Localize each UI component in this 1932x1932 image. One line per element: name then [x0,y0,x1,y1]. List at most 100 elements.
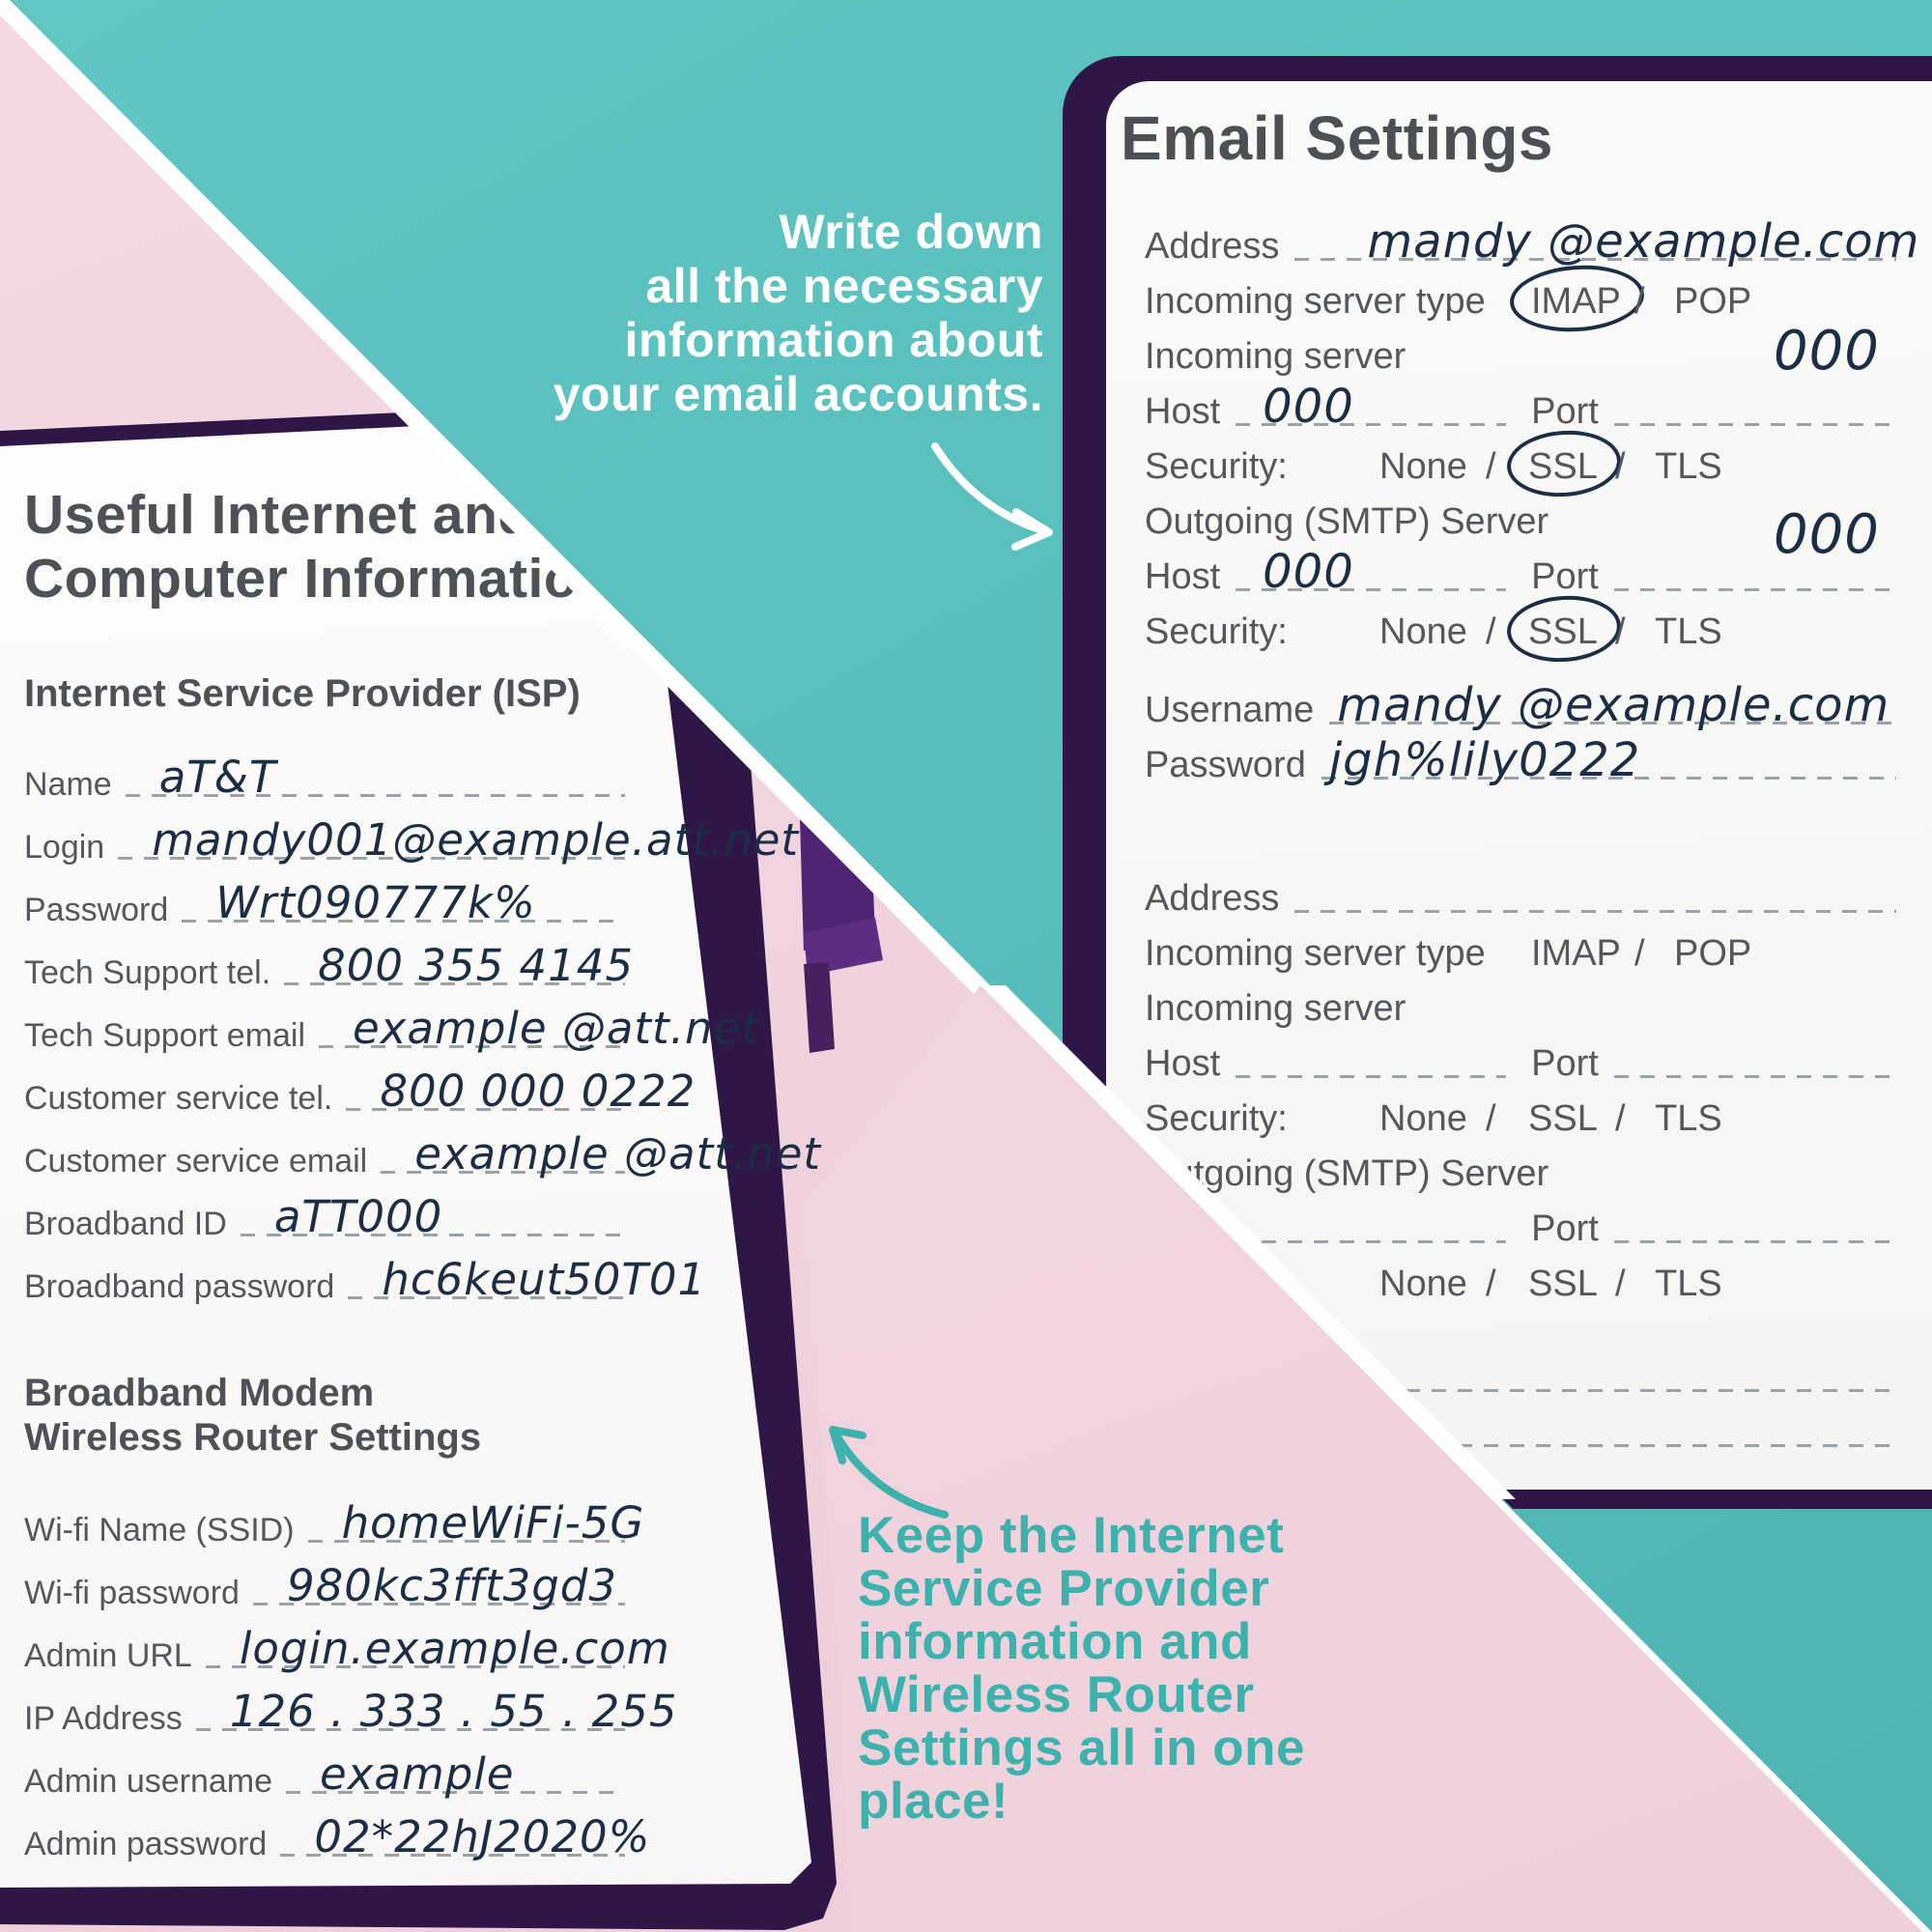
dashed-write-line: login.example.com [205,1627,669,1670]
option-separator: / [1634,933,1645,974]
promo-line: information about [554,313,1043,367]
username-row: Username mandy @example.com [1145,681,1896,736]
option-pop: POP [1674,281,1752,322]
field-label: Broadband password [24,1268,335,1305]
form-row: Customer service email example @att.net [24,1123,820,1186]
field-label: Admin username [24,1763,273,1800]
dashed-write-line: example @att.net [319,1007,758,1050]
promo-text-bold: Internet [1093,1507,1285,1564]
dashed-write-line: jgh%lily0222 [1321,737,1896,783]
field-label: Incoming server [1145,336,1406,377]
option-ssl: SSL [1528,1098,1598,1139]
form-row: Tech Support tel. 800 355 4145 [24,935,633,998]
form-row: Wi-fi Name (SSID) homeWiFi-5G [24,1492,643,1555]
field-label: Name [24,766,112,803]
option-tls: TLS [1655,1098,1722,1139]
dashed-write-line [1613,423,1896,426]
field-label: Password [1145,745,1306,785]
dashed-write-line: 000 [1236,384,1507,430]
handwritten-value: example [320,1748,515,1800]
field-label: Wi-fi password [24,1575,240,1611]
promo-text-bold: Wireless Router [858,1666,1255,1723]
promo-text-pink-area: Keep the Internet Service Provider infor… [858,1509,1305,1828]
option-separator: / [1486,611,1496,652]
form-row: Name aT&T [24,747,625,810]
form-row: Admin password 02*22hJ2020% [24,1806,649,1869]
handwritten-note: 000 [1774,320,1880,383]
dashed-write-line: mandy @example.com [1329,682,1896,728]
dashed-write-line: hc6keut50T01 [348,1258,705,1301]
field-label: Security: [1145,611,1288,652]
address-row: Address mandy @example.com [1145,217,1918,272]
option-separator: / [1486,1264,1496,1304]
field-label: Tech Support email [24,1017,306,1054]
promo-text: information and [858,1613,1252,1670]
option-separator: / [1634,281,1645,322]
dashed-write-line [1294,910,1896,913]
field-label: Admin URL [24,1637,192,1674]
email-form-blank: Address Incoming server type IMAP / POP … [1145,869,1896,1459]
right-page-title: Email Settings [1121,103,1553,173]
option-none: None [1379,1098,1467,1139]
field-label: Customer service tel. [24,1080,333,1117]
form-row: Password Wrt090777k% [24,872,625,935]
port-label: Port [1531,1043,1599,1084]
field-label: Login [24,829,105,866]
option-separator: / [1486,1098,1496,1139]
option-imap: IMAP [1531,281,1621,322]
incoming-server-row: Incoming server [1145,980,1896,1035]
handwritten-value: 02*22hJ2020% [314,1811,651,1862]
form-row: Customer service tel. 800 000 0222 [24,1061,695,1123]
port-label: Port [1531,556,1599,597]
dashed-write-line [1613,1075,1896,1078]
form-row: Login mandy001@example.att.net [24,810,798,872]
dashed-write-line: 980kc3fft3gd3 [252,1564,625,1607]
handwritten-value: example @att.net [414,1128,822,1179]
host-port-row: Host 000 Port [1145,383,1896,438]
option-none: None [1379,611,1467,652]
dashed-write-line: mandy @example.com [1294,218,1918,265]
dashed-write-line: 800 000 0222 [346,1069,695,1113]
handwritten-note: 000 [1774,503,1880,566]
dashed-write-line [1613,1240,1896,1243]
field-label: Address [1145,878,1280,919]
field-label: Host [1145,556,1221,597]
field-label: Security: [1145,446,1288,487]
handwritten-value: 126 . 333 . 55 . 255 [229,1686,678,1737]
handwritten-value: login.example.com [239,1623,670,1674]
host-port-row: Host 000 Port [1145,548,1896,603]
promo-text: place! [858,1773,1009,1830]
router-rows: Wi-fi Name (SSID) homeWiFi-5G Wi-fi pass… [24,1492,676,1869]
incoming-type-row: Incoming server type IMAP / POP [1145,272,1896,327]
handwritten-value: jgh%lily0222 [1328,733,1641,787]
field-label: Customer service email [24,1143,368,1179]
option-ssl: SSL [1528,1264,1598,1304]
field-label: Wi-fi Name (SSID) [24,1512,295,1548]
handwritten-value: Wrt090777k% [215,877,536,928]
field-label: Host [1145,1043,1221,1084]
field-label: Incoming server type [1145,933,1486,974]
promo-line: place! [858,1775,1305,1828]
promo-line: information and [858,1615,1305,1668]
promo-line: Write down [554,205,1043,259]
isp-rows: Name aT&T Login mandy001@example.att.net… [24,747,820,1312]
dashed-write-line [1236,1240,1507,1243]
option-ssl: SSL [1528,611,1598,652]
dashed-write-line: 126 . 333 . 55 . 255 [195,1690,676,1733]
option-pop: POP [1674,933,1752,974]
field-label: Password [24,892,169,928]
handwritten-value: 000 [1263,545,1354,599]
security-row: Security: None / SSL / TLS [1145,438,1896,493]
dashed-write-line [1145,1389,1896,1392]
handwritten-value: mandy @example.com [1367,214,1920,269]
handwritten-value: homeWiFi-5G [341,1497,645,1548]
promo-text-teal-area: Write down all the necessary information… [554,205,1043,421]
handwritten-value: 800 355 4145 [318,940,635,991]
option-separator: / [1615,1264,1626,1304]
promo-text-bold: Settings [858,1719,1065,1776]
field-label: Incoming server type [1145,281,1486,322]
left-page-title: Useful Internet and Computer Information [24,483,611,611]
option-separator: / [1615,446,1626,487]
field-label: Username [1145,690,1315,730]
handwritten-value: 000 [1263,380,1354,434]
